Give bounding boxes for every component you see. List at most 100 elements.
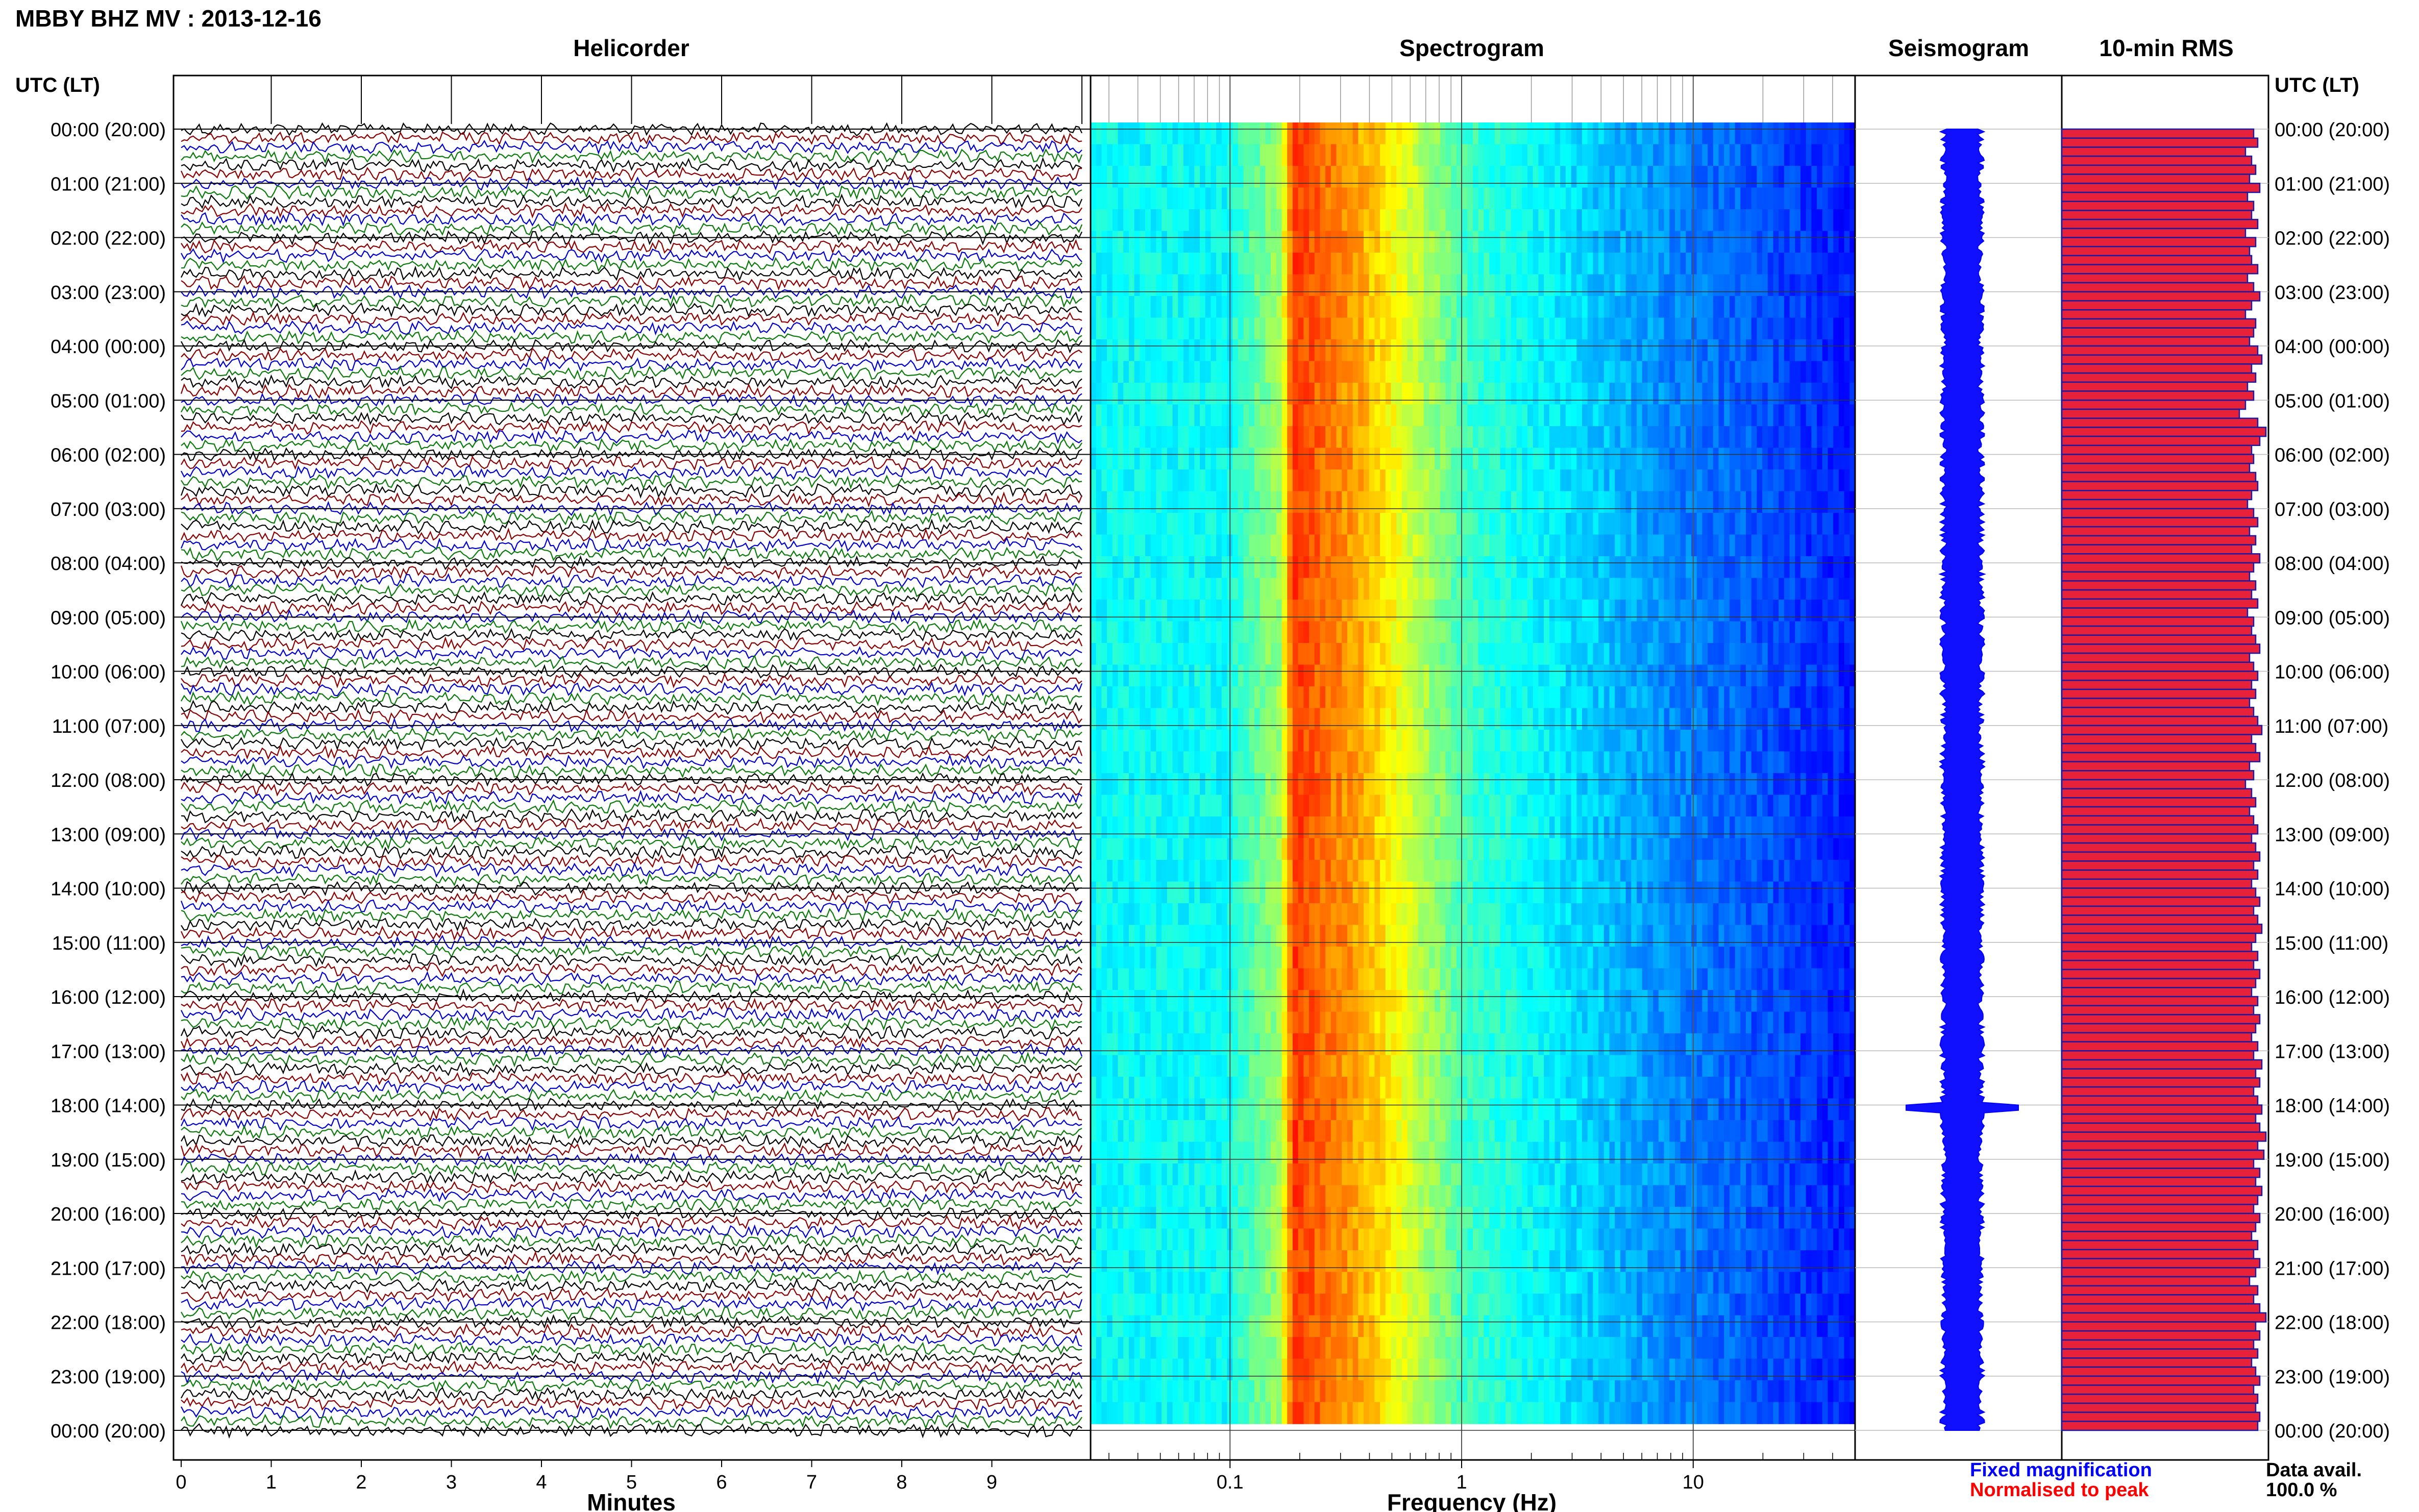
spectrogram-cell bbox=[1708, 534, 1714, 557]
spectrogram-cell bbox=[1500, 144, 1506, 166]
spectrogram-cell bbox=[1789, 274, 1796, 296]
spectrogram-cell bbox=[1708, 448, 1714, 470]
spectrogram-cell bbox=[1232, 144, 1239, 166]
spectrogram-cell bbox=[1696, 448, 1703, 470]
spectrogram-cell bbox=[1686, 166, 1692, 188]
spectrogram-cell bbox=[1740, 730, 1746, 752]
spectrogram-cell bbox=[1380, 144, 1386, 166]
spectrogram-cell bbox=[1396, 253, 1402, 275]
spectrogram-cell bbox=[1757, 339, 1763, 362]
spectrogram-cell bbox=[1330, 686, 1337, 709]
spectrogram-cell bbox=[1150, 860, 1157, 882]
spectrogram-cell bbox=[1593, 296, 1599, 318]
spectrogram-cell bbox=[1822, 816, 1829, 839]
spectrogram-cell bbox=[1582, 426, 1588, 449]
spectrogram-cell bbox=[1445, 339, 1451, 362]
helicorder-trace bbox=[181, 1332, 1082, 1348]
spectrogram-cell bbox=[1767, 317, 1774, 340]
spectrogram-cell bbox=[1631, 231, 1637, 253]
spectrogram-cell bbox=[1615, 122, 1621, 145]
spectrogram-cell bbox=[1806, 166, 1812, 188]
spectrogram-cell bbox=[1391, 426, 1397, 449]
spectrogram-cell bbox=[1571, 643, 1577, 665]
spectrogram-cell bbox=[1145, 296, 1151, 318]
spectrogram-cell bbox=[1265, 317, 1271, 340]
spectrogram-cell bbox=[1391, 187, 1397, 210]
spectrogram-cell bbox=[1440, 664, 1446, 687]
spectrogram-cell bbox=[1342, 773, 1348, 796]
spectrogram-cell bbox=[1527, 469, 1534, 492]
spectrogram-cell bbox=[1396, 513, 1402, 535]
spectrogram-cell bbox=[1336, 730, 1342, 752]
spectrogram-cell bbox=[1265, 166, 1271, 188]
spectrogram-cell bbox=[1603, 751, 1610, 774]
spectrogram-cell bbox=[1811, 600, 1817, 622]
spectrogram-cell bbox=[1609, 296, 1615, 318]
spectrogram-cell bbox=[1817, 795, 1823, 817]
spectrogram-cell bbox=[1828, 448, 1834, 470]
spectrogram-cell bbox=[1128, 448, 1135, 470]
spectrogram-cell bbox=[1735, 578, 1741, 600]
spectrogram-cell bbox=[1544, 209, 1550, 232]
helicorder-trace bbox=[181, 781, 1083, 797]
spectrogram-cell bbox=[1364, 795, 1370, 817]
spectrogram-cell bbox=[1309, 730, 1315, 752]
spectrogram-cell bbox=[1822, 469, 1829, 492]
spectrogram-cell bbox=[1800, 534, 1807, 557]
spectrogram-cell bbox=[1342, 361, 1348, 383]
helicorder-trace bbox=[181, 411, 1082, 426]
spectrogram-cell bbox=[1647, 838, 1653, 860]
spectrogram-cell bbox=[1413, 448, 1419, 470]
spectrogram-cell bbox=[1751, 491, 1758, 513]
spectrogram-cell bbox=[1123, 144, 1129, 166]
spectrogram-cell bbox=[1172, 578, 1178, 600]
spectrogram-cell bbox=[1423, 317, 1430, 340]
spectrogram-cell bbox=[1554, 534, 1561, 557]
spectrogram-cell bbox=[1287, 231, 1293, 253]
spectrogram-cell bbox=[1516, 317, 1523, 340]
spectrogram-cell bbox=[1669, 339, 1675, 362]
spectrogram-cell bbox=[1637, 274, 1643, 296]
spectrogram-cell bbox=[1653, 339, 1659, 362]
spectrogram-cell bbox=[1140, 383, 1146, 405]
spectrogram-cell bbox=[1718, 253, 1724, 275]
spectrogram-cell bbox=[1838, 621, 1845, 643]
spectrogram-cell bbox=[1538, 231, 1544, 253]
spectrogram-cell bbox=[1260, 730, 1266, 752]
spectrogram-cell bbox=[1696, 317, 1703, 340]
spectrogram-cell bbox=[1183, 838, 1190, 860]
spectrogram-cell bbox=[1287, 730, 1293, 752]
spectrogram-cell bbox=[1779, 773, 1785, 796]
spectrogram-cell bbox=[1413, 469, 1419, 492]
spectrogram-cell bbox=[1489, 253, 1495, 275]
spectrogram-cell bbox=[1740, 686, 1746, 709]
spectrogram-cell bbox=[1123, 253, 1129, 275]
spectrogram-cell bbox=[1396, 491, 1402, 513]
spectrogram-cell bbox=[1238, 231, 1244, 253]
spectrogram-cell bbox=[1211, 600, 1217, 622]
spectrogram-cell bbox=[1565, 122, 1572, 145]
spectrogram-cell bbox=[1603, 578, 1610, 600]
spectrogram-cell bbox=[1647, 144, 1653, 166]
spectrogram-cell bbox=[1735, 730, 1741, 752]
spectrogram-cell bbox=[1123, 534, 1129, 557]
spectrogram-cell bbox=[1265, 534, 1271, 557]
spectrogram-cell bbox=[1773, 600, 1779, 622]
spectrogram-cell bbox=[1096, 730, 1102, 752]
spectrogram-cell bbox=[1380, 339, 1386, 362]
spectrogram-cell bbox=[1669, 621, 1675, 643]
spectrogram-cell bbox=[1494, 469, 1501, 492]
spectrogram-cell bbox=[1276, 361, 1282, 383]
spectrogram-cell bbox=[1101, 643, 1107, 665]
helicorder-trace bbox=[181, 708, 1082, 724]
spectrogram-cell bbox=[1162, 556, 1168, 579]
spectrogram-cell bbox=[1232, 448, 1239, 470]
spectrogram-cell bbox=[1522, 513, 1528, 535]
spectrogram-cell bbox=[1680, 122, 1687, 145]
spectrogram-cell bbox=[1091, 339, 1097, 362]
spectrogram-cell bbox=[1178, 491, 1184, 513]
spectrogram-cell bbox=[1401, 578, 1408, 600]
spectrogram-cell bbox=[1560, 534, 1566, 557]
helicorder-trace bbox=[181, 916, 1082, 932]
spectrogram-cell bbox=[1735, 838, 1741, 860]
